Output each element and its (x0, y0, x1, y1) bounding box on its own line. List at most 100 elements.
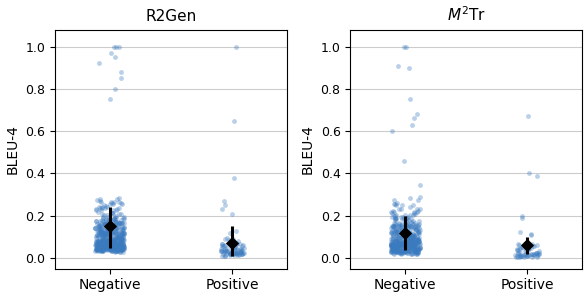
Point (230, 248, 240, 253)
Point (91, 226, 100, 231)
Point (406, 238, 415, 242)
Point (387, 249, 396, 253)
Point (101, 241, 110, 246)
Point (106, 200, 116, 204)
Point (113, 222, 123, 227)
Point (220, 203, 229, 208)
Point (414, 228, 423, 233)
Point (413, 248, 422, 253)
Point (392, 216, 401, 221)
Point (395, 238, 404, 243)
Point (118, 221, 127, 226)
Point (109, 244, 119, 249)
Point (405, 224, 414, 228)
Point (98, 243, 108, 248)
Point (412, 237, 422, 242)
Point (391, 250, 400, 254)
Point (94, 223, 103, 228)
Point (407, 234, 417, 239)
Point (386, 243, 396, 248)
Point (106, 243, 115, 248)
Point (387, 243, 397, 248)
Point (387, 235, 396, 240)
Point (103, 234, 113, 239)
Point (91, 208, 101, 213)
Point (94, 240, 103, 245)
Point (399, 248, 409, 253)
Point (113, 249, 123, 254)
Point (400, 245, 410, 250)
Point (413, 246, 423, 251)
Point (219, 199, 228, 204)
Point (403, 238, 413, 243)
Point (107, 245, 116, 250)
Point (413, 234, 422, 239)
Point (408, 221, 417, 226)
Point (100, 238, 109, 243)
Point (399, 159, 409, 163)
Point (399, 248, 408, 253)
Point (107, 230, 116, 235)
Point (410, 240, 420, 245)
Point (394, 244, 403, 249)
Point (516, 245, 525, 250)
Point (106, 243, 116, 247)
Point (118, 246, 128, 251)
Point (108, 241, 118, 246)
Point (399, 216, 409, 221)
Point (217, 253, 226, 258)
Point (412, 251, 421, 256)
Point (393, 235, 403, 240)
Point (392, 239, 402, 243)
Point (531, 251, 540, 256)
Point (401, 215, 410, 220)
Point (114, 248, 123, 252)
Point (404, 236, 413, 240)
Point (223, 249, 232, 254)
Point (399, 241, 409, 246)
Point (227, 247, 236, 252)
Point (411, 245, 420, 249)
Point (399, 238, 408, 243)
Point (400, 226, 410, 231)
Point (116, 246, 126, 251)
Point (387, 242, 396, 247)
Point (119, 245, 128, 250)
Point (102, 243, 111, 248)
Point (405, 246, 415, 251)
Point (414, 221, 423, 226)
Point (387, 238, 397, 243)
Point (119, 232, 128, 237)
Point (523, 252, 533, 257)
Point (109, 244, 119, 249)
Point (396, 234, 405, 239)
Point (387, 211, 396, 216)
Point (415, 241, 425, 246)
Point (93, 240, 103, 245)
Point (386, 242, 396, 247)
Point (392, 212, 401, 217)
Point (534, 249, 543, 254)
Point (516, 229, 525, 234)
Point (400, 245, 409, 249)
Point (116, 241, 125, 246)
Point (100, 206, 109, 211)
Point (415, 241, 424, 246)
Point (386, 243, 396, 248)
Point (94, 237, 103, 242)
Point (105, 246, 115, 251)
Point (116, 236, 126, 240)
Point (386, 225, 396, 230)
Point (96, 247, 105, 252)
Point (232, 246, 242, 251)
Point (110, 86, 119, 91)
Point (388, 246, 397, 251)
Point (113, 235, 123, 240)
Point (109, 238, 118, 243)
Point (409, 224, 418, 229)
Point (402, 229, 411, 234)
Point (111, 243, 120, 247)
Point (523, 245, 533, 250)
Point (397, 250, 406, 255)
Point (107, 224, 116, 229)
